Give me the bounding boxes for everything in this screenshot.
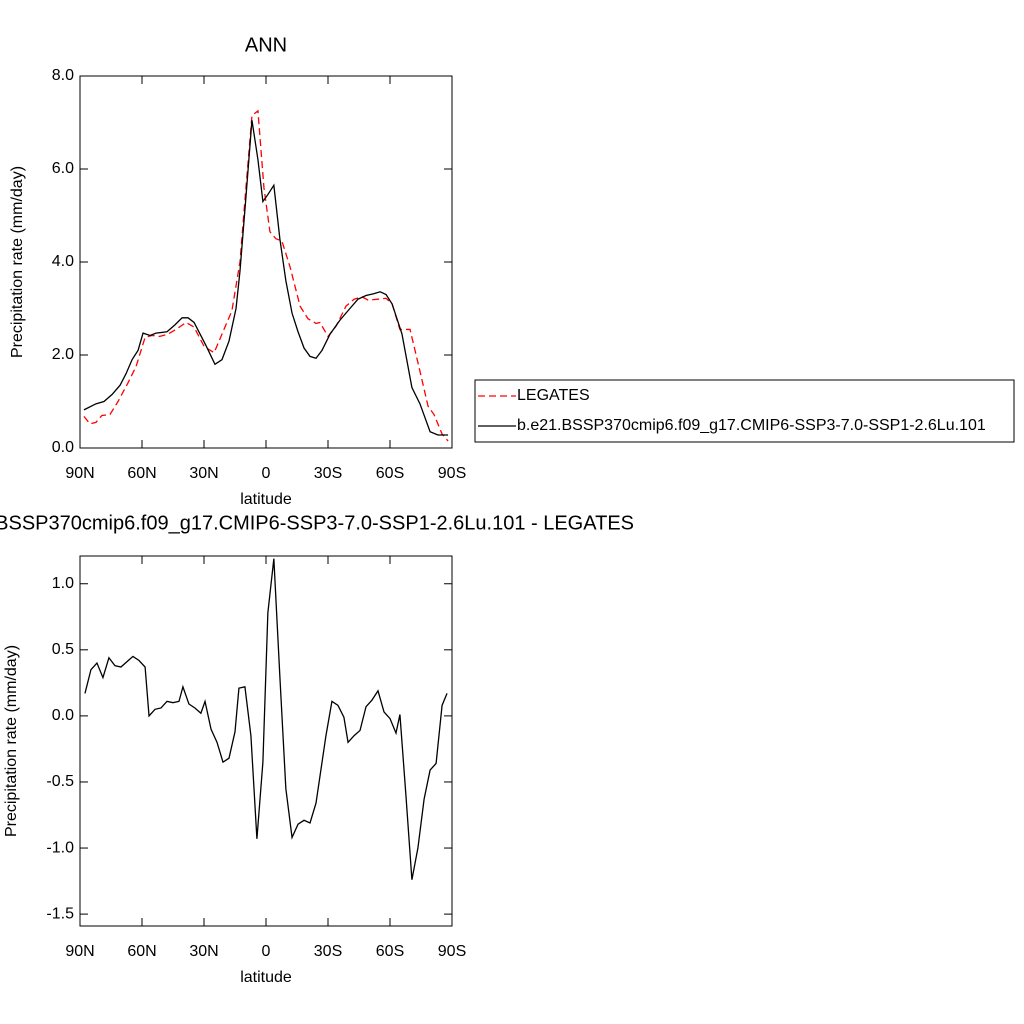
y-tick-label: 1.0 — [52, 575, 74, 592]
x-axis-label: latitude — [240, 969, 292, 986]
x-tick-label: 60N — [127, 465, 156, 482]
x-tick-label: 0 — [262, 943, 271, 960]
x-tick-label: 60S — [376, 465, 404, 482]
x-tick-label: 60N — [127, 943, 156, 960]
y-tick-label: 0.0 — [52, 439, 74, 456]
legend-label: b.e21.BSSP370cmip6.f09_g17.CMIP6-SSP3-7.… — [517, 417, 986, 434]
x-tick-label: 90S — [438, 943, 466, 960]
y-tick-label: 2.0 — [52, 346, 74, 363]
data-line — [83, 109, 449, 442]
y-tick-label: 6.0 — [52, 160, 74, 177]
y-tick-label: -0.5 — [46, 773, 74, 790]
x-tick-label: 30S — [314, 943, 342, 960]
x-axis-label: latitude — [240, 491, 292, 508]
y-axis-label: Precipitation rate (mm/day) — [9, 166, 26, 358]
y-tick-label: 0.5 — [52, 641, 74, 658]
x-tick-label: 90S — [438, 465, 466, 482]
legend-box — [474, 379, 1015, 443]
data-line — [83, 120, 449, 436]
y-tick-label: 8.0 — [52, 67, 74, 84]
y-axis-label: Precipitation rate (mm/day) — [3, 645, 20, 837]
data-line — [84, 558, 448, 880]
y-tick-label: 4.0 — [52, 253, 74, 270]
plot-frame — [79, 75, 453, 449]
y-tick-label: 0.0 — [52, 707, 74, 724]
x-tick-label: 30N — [189, 465, 218, 482]
y-tick-label: -1.0 — [46, 839, 74, 856]
x-tick-label: 90N — [65, 465, 94, 482]
legend-label: LEGATES — [517, 387, 590, 404]
x-tick-label: 60S — [376, 943, 404, 960]
x-tick-label: 30S — [314, 465, 342, 482]
plot-frame — [79, 555, 453, 927]
chart-title: ANN — [245, 34, 287, 56]
y-tick-label: -1.5 — [46, 905, 74, 922]
x-tick-label: 90N — [65, 943, 94, 960]
x-tick-label: 30N — [189, 943, 218, 960]
x-tick-label: 0 — [262, 465, 271, 482]
chart-title: b.e21.BSSP370cmip6.f09_g17.CMIP6-SSP3-7.… — [0, 512, 634, 534]
